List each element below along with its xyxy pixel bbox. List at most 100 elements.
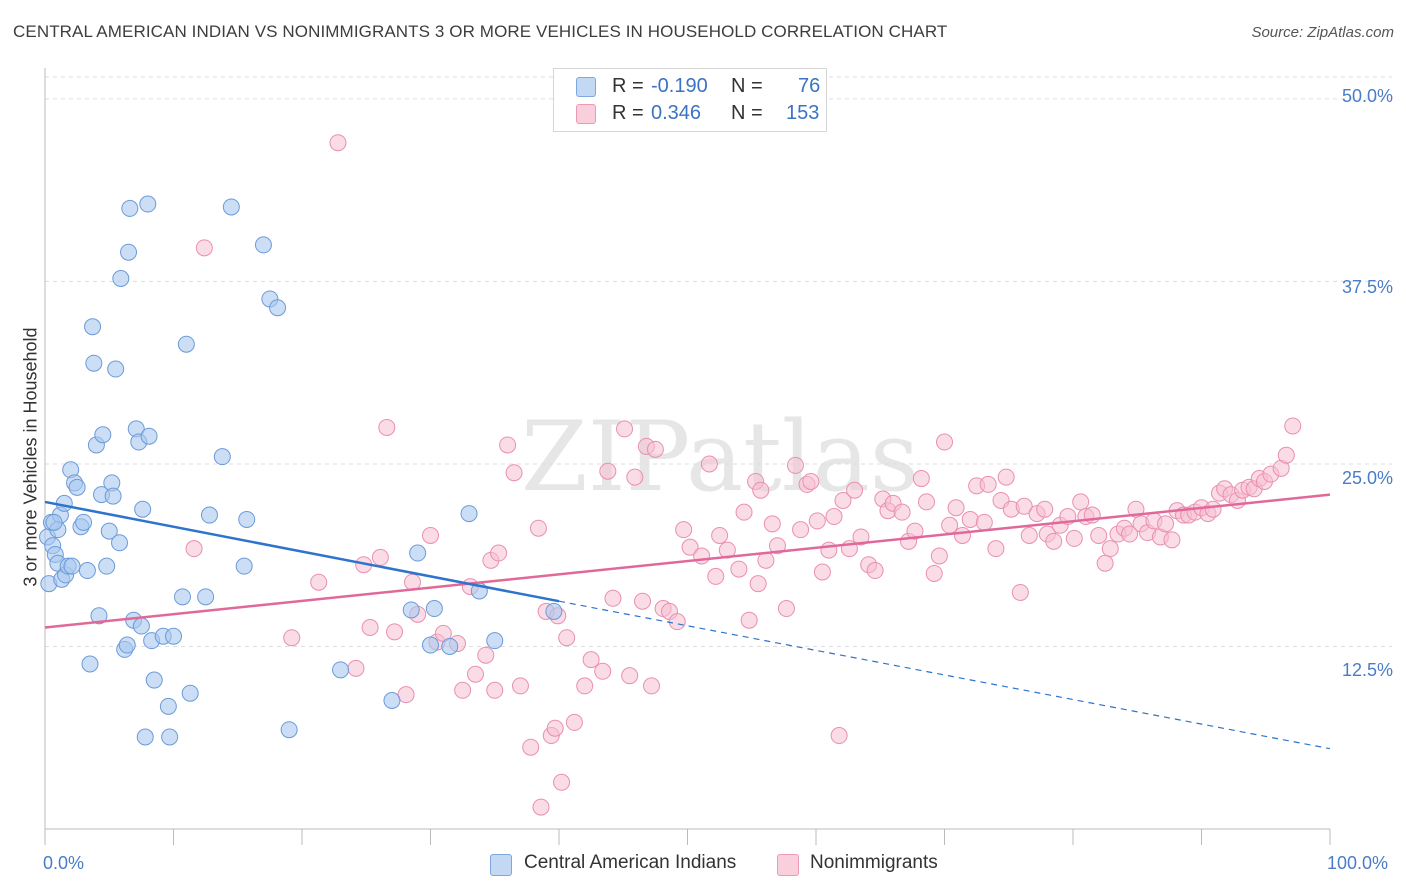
data-point-central-american-indians [134,500,152,518]
data-point-central-american-indians [161,728,179,746]
data-point-nonimmigrants [1045,532,1063,550]
data-point-central-american-indians [84,318,102,336]
data-point-central-american-indians [222,198,240,216]
data-point-nonimmigrants [490,544,508,562]
data-point-nonimmigrants [975,513,993,531]
x-tick-label: 100.0% [1327,853,1389,873]
legend-r-label: R = [612,102,644,124]
data-point-nonimmigrants [763,515,781,533]
data-point-central-american-indians [545,602,563,620]
data-point-nonimmigrants [621,667,639,685]
data-point-central-american-indians [213,448,231,466]
legend-label-blue: Central American Indians [524,852,737,873]
legend-swatch-pink [777,854,799,876]
data-point-nonimmigrants [768,537,786,555]
y-tick-label: 12.5% [1341,660,1393,680]
data-point-nonimmigrants [565,713,583,731]
data-point-nonimmigrants [604,589,622,607]
data-point-nonimmigrants [1036,500,1054,518]
data-point-central-american-indians [486,632,504,650]
legend-swatch-blue [490,854,512,876]
data-point-nonimmigrants [558,629,576,647]
data-point-central-american-indians [422,636,439,654]
data-point-central-american-indians [280,721,298,739]
data-point-central-american-indians [269,299,287,317]
data-point-central-american-indians [81,655,99,673]
data-point-nonimmigrants [675,521,693,539]
data-point-nonimmigrants [735,503,753,521]
data-point-nonimmigrants [486,681,504,699]
legend-n-label: N = [731,102,763,124]
data-point-central-american-indians [139,195,157,213]
data-point-nonimmigrants [941,516,959,534]
data-point-nonimmigrants [820,541,838,559]
data-point-nonimmigrants [997,468,1015,486]
data-point-nonimmigrants [553,773,571,791]
legend-n-value: 76 [798,75,821,97]
legend-n-label: N = [731,75,763,97]
data-point-nonimmigrants [626,468,644,486]
data-point-central-american-indians [140,427,158,445]
data-point-nonimmigrants [936,433,953,451]
data-point-nonimmigrants [643,677,661,695]
data-point-nonimmigrants [505,464,523,482]
legend-swatch-blue [576,77,596,97]
data-point-central-american-indians [254,236,272,254]
legend-label-pink: Nonimmigrants [810,852,938,873]
data-point-nonimmigrants [1204,500,1222,518]
data-point-nonimmigrants [979,475,997,493]
data-point-nonimmigrants [532,798,550,816]
data-point-nonimmigrants [466,665,484,683]
trend-line-nonimmigrants [44,493,1331,629]
data-point-nonimmigrants [1015,497,1033,515]
data-point-nonimmigrants [1157,515,1175,533]
data-point-central-american-indians [159,697,177,715]
legend-r-value: -0.190 [651,75,708,97]
data-point-central-american-indians [75,513,93,531]
data-point-nonimmigrants [711,527,729,545]
data-point-nonimmigrants [1277,446,1295,464]
data-point-central-american-indians [100,522,118,540]
data-point-central-american-indians [63,557,81,575]
data-point-central-american-indians [197,588,215,606]
data-point-nonimmigrants [1090,527,1108,545]
data-point-central-american-indians [45,513,63,531]
data-point-nonimmigrants [777,600,795,618]
data-point-nonimmigrants [1072,493,1090,511]
data-point-nonimmigrants [347,659,365,677]
data-point-central-american-indians [409,544,427,562]
data-point-nonimmigrants [283,629,301,647]
data-point-central-american-indians [332,661,350,679]
data-point-nonimmigrants [925,564,943,582]
data-point-central-american-indians [112,270,130,288]
data-point-nonimmigrants [1163,531,1181,549]
data-point-central-american-indians [460,505,478,523]
data-point-nonimmigrants [397,686,415,704]
data-point-nonimmigrants [310,573,328,591]
data-point-nonimmigrants [329,134,347,152]
data-point-nonimmigrants [802,472,820,490]
data-point-central-american-indians [441,637,459,655]
data-point-central-american-indians [68,478,86,496]
data-point-nonimmigrants [576,677,594,695]
data-point-central-american-indians [104,487,122,505]
data-point-nonimmigrants [693,547,711,565]
data-point-nonimmigrants [646,440,664,458]
data-point-central-american-indians [118,636,136,654]
data-point-central-american-indians [173,588,191,606]
data-point-nonimmigrants [1011,583,1029,601]
data-point-central-american-indians [238,510,256,528]
data-point-central-american-indians [78,562,96,580]
data-point-central-american-indians [177,335,195,353]
data-point-nonimmigrants [634,592,652,610]
data-point-nonimmigrants [1101,540,1119,558]
data-point-nonimmigrants [825,508,843,526]
data-point-central-american-indians [181,684,199,702]
trend-line-central-american-indians [44,500,560,603]
data-point-central-american-indians [145,671,163,689]
data-point-nonimmigrants [953,527,971,545]
data-point-nonimmigrants [668,613,686,631]
data-point-central-american-indians [94,426,112,444]
data-point-nonimmigrants [912,470,930,488]
data-point-central-american-indians [111,534,129,552]
